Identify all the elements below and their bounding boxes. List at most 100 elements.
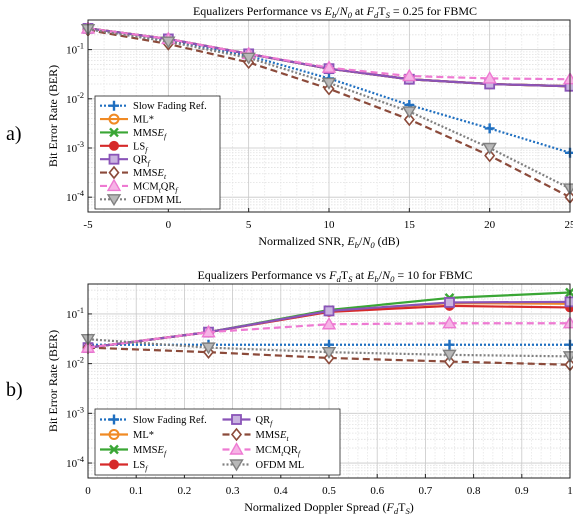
legend-item: Slow Fading Ref.: [100, 100, 207, 112]
x-tick-label: 0.2: [178, 485, 192, 497]
legend-item: ML*: [100, 113, 154, 126]
series-line: [87, 346, 571, 366]
x-tick-label: 10: [324, 219, 336, 231]
x-tick-label: 0.4: [274, 485, 288, 497]
legend-marker: [109, 127, 119, 138]
data-point: [321, 77, 337, 90]
legend-label: MMSEf: [133, 445, 167, 458]
data-point: [321, 316, 337, 330]
legend-label: MCMtQRf: [256, 445, 301, 458]
data-point: [241, 52, 256, 65]
legend-marker: [109, 459, 119, 470]
data-point: [321, 346, 337, 360]
chart-panel-1: -5 0 5 10 15 20 25 10-4 10-3 10-2 10-1 Equalizers P…: [6, 4, 573, 250]
legend-label: Slow Fading Ref.: [133, 415, 207, 426]
legend-item: MMSEt: [100, 165, 167, 181]
legend-label: QRf: [256, 415, 274, 428]
legend-label: MMSEf: [133, 128, 167, 141]
x-tick-label: 1: [567, 485, 573, 497]
legend-marker: [109, 414, 119, 425]
x-tick-label: 0.6: [370, 485, 384, 497]
legend-item: Slow Fading Ref.: [100, 414, 207, 426]
legend-item: MCMtQRf: [222, 442, 301, 458]
data-point: [402, 68, 417, 82]
legend-item: OFDM ML: [100, 194, 182, 207]
legend-item: OFDM ML: [222, 459, 305, 472]
legend-label: ML*: [133, 430, 154, 441]
x-axis-label: Normalized Doppler Spread (FdTS): [244, 500, 414, 516]
legend-label: LSf: [133, 460, 148, 473]
series-8: [80, 24, 573, 196]
legend-item: LSf: [100, 459, 148, 473]
legend-item: MMSEt: [222, 427, 289, 443]
legend-label: MMSEt: [133, 168, 167, 181]
legend-marker: [108, 113, 120, 125]
x-axis-label: Normalized SNR, Eb/N0 (dB): [258, 234, 399, 250]
legend-marker: [108, 165, 120, 180]
legend-marker: [109, 444, 119, 455]
x-tick-label: 20: [484, 219, 496, 231]
chart-title: Equalizers Performance vs FdTS at Eb/N0 …: [197, 268, 472, 284]
data-point: [161, 36, 176, 49]
y-tick-label: 10-1: [66, 42, 84, 57]
x-tick-label: 0.3: [226, 485, 240, 497]
legend-item: QRf: [100, 153, 151, 168]
x-tick-label: -5: [83, 219, 93, 231]
legend: Slow Fading Ref. ML* MMSEfLSfQRfMMSEtMCMtQ…: [94, 95, 221, 210]
chart-title: Equalizers Performance vs Eb/N0 at FdTS …: [193, 4, 477, 20]
y-tick-label: 10-2: [66, 91, 84, 106]
data-point: [564, 296, 573, 308]
legend-item: LSf: [100, 140, 148, 154]
panel-letter: b): [6, 379, 23, 401]
data-point: [484, 148, 496, 163]
y-tick-label: 10-4: [66, 189, 84, 204]
legend-marker: [106, 194, 122, 207]
data-point: [323, 305, 335, 317]
y-tick-label: 10-2: [66, 356, 84, 371]
legend-label: ML*: [133, 115, 154, 126]
legend-marker: [229, 442, 244, 455]
x-tick-label: 0.7: [419, 485, 433, 497]
legend-marker: [108, 429, 120, 440]
data-point: [444, 339, 455, 350]
legend-marker: [108, 153, 120, 165]
data-point: [482, 70, 497, 84]
legend-marker: [230, 427, 243, 442]
legend-label: MCMtQRf: [133, 181, 178, 194]
legend-item: MCMtQRf: [100, 178, 178, 194]
legend-item: QRf: [222, 414, 274, 428]
y-tick-label: 10-1: [66, 306, 84, 321]
x-tick-label: 15: [404, 219, 416, 231]
x-tick-label: 0: [166, 219, 172, 231]
legend-marker: [229, 459, 244, 472]
data-point: [442, 349, 457, 362]
x-tick-label: 0.8: [467, 485, 481, 497]
data-point: [484, 123, 495, 134]
y-axis-label: Bit Error Rate (BER): [46, 65, 60, 167]
x-tick-label: 25: [565, 219, 573, 231]
y-tick-label: 10-3: [66, 140, 84, 155]
legend-label: OFDM ML: [256, 460, 305, 471]
x-tick-label: 0.5: [322, 485, 336, 497]
legend-label: Slow Fading Ref.: [133, 101, 207, 112]
legend-label: QRf: [133, 155, 151, 168]
x-tick-label: 0.1: [129, 485, 143, 497]
panel-letter: a): [6, 123, 22, 145]
legend-item: MMSEf: [100, 127, 167, 141]
legend-item: ML*: [100, 429, 154, 441]
legend-label: LSf: [133, 141, 148, 154]
data-point: [321, 60, 337, 73]
data-point: [442, 315, 457, 329]
data-point: [201, 342, 216, 355]
chart-panel-2: 0 0.1 0.2 0.3 0.4 0.5 0.6 0.7 0.8 0.9 1 10-4 10-3 10-…: [6, 268, 573, 516]
x-tick-label: 0.9: [515, 485, 529, 497]
data-point: [403, 112, 415, 127]
y-axis-label: Bit Error Rate (BER): [46, 330, 60, 432]
legend-item: MMSEf: [100, 444, 167, 458]
legend-marker: [106, 178, 122, 192]
x-tick-label: 5: [246, 219, 252, 231]
legend-label: OFDM ML: [133, 195, 182, 206]
x-tick-label: 0: [85, 485, 91, 497]
